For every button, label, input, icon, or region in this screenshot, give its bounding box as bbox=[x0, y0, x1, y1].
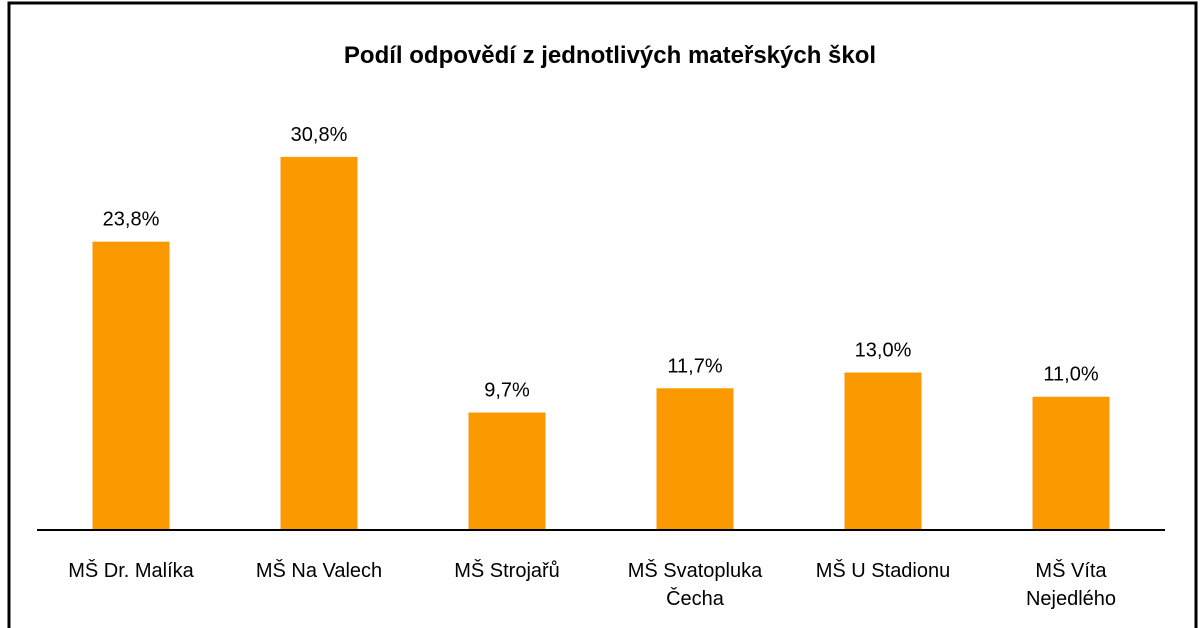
data-label: 23,8% bbox=[103, 209, 160, 231]
bar bbox=[1032, 396, 1110, 530]
bar bbox=[468, 412, 546, 530]
data-label: 11,0% bbox=[1043, 364, 1098, 386]
bar bbox=[656, 388, 734, 530]
data-label: 30,8% bbox=[291, 124, 348, 146]
x-tick-label: MŠ Strojařů bbox=[454, 560, 560, 582]
chart-frame bbox=[7, 1, 1198, 628]
x-tick-label: MŠ Na Valech bbox=[255, 560, 383, 582]
bar bbox=[92, 241, 170, 530]
data-label: 9,7% bbox=[484, 379, 530, 401]
x-tick-label: MŠ U Stadionu bbox=[815, 560, 951, 582]
x-tick-label: MŠ Svatopluka Čecha bbox=[627, 560, 763, 610]
data-label: 13,0% bbox=[855, 340, 912, 362]
bar bbox=[844, 372, 922, 530]
chart-title: Podíl odpovědí z jednotlivých mateřských… bbox=[344, 42, 876, 69]
data-label: 11,7% bbox=[667, 355, 722, 377]
x-tick-label: MŠ Víta Nejedlého bbox=[1025, 560, 1117, 610]
x-tick-label: MŠ Dr. Malíka bbox=[68, 560, 194, 582]
bar bbox=[280, 156, 358, 530]
